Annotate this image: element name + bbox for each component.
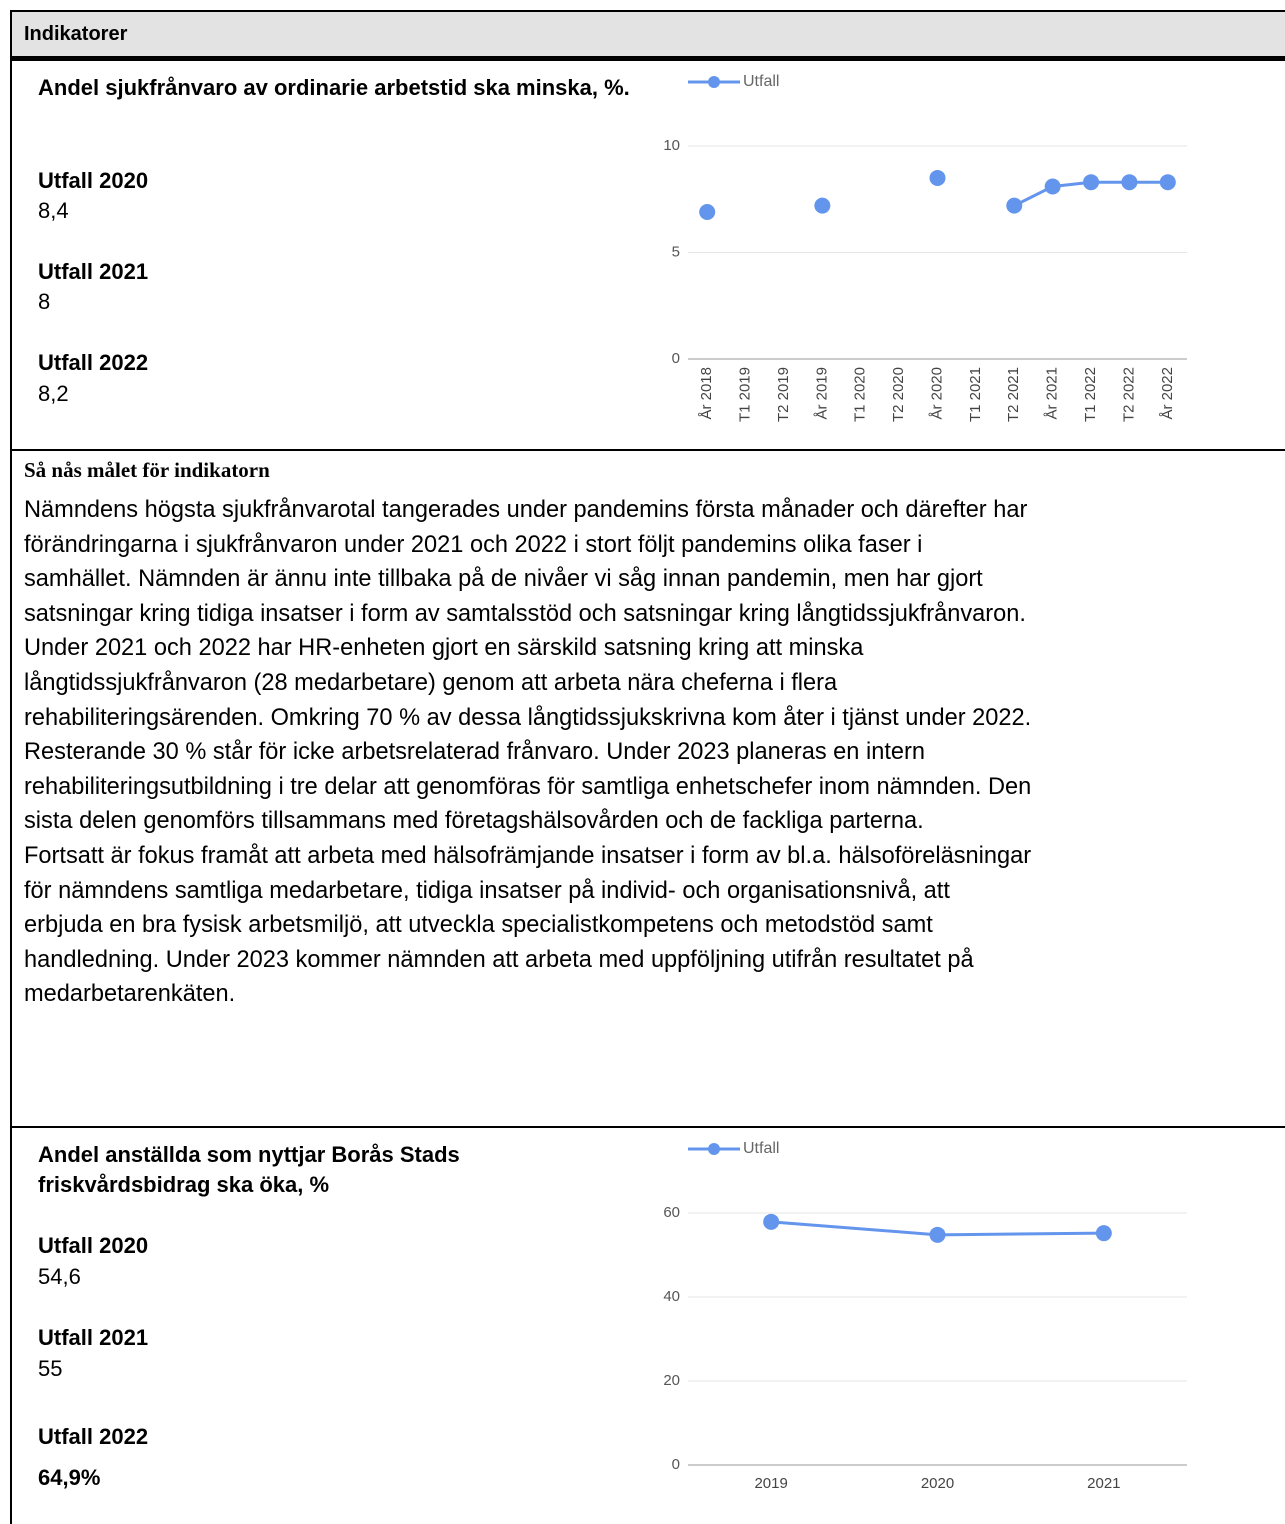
outcome-value: 8,4 [38, 198, 69, 223]
point [1006, 197, 1023, 214]
text-line: Fortsatt är fokus framåt att arbeta med … [24, 843, 1032, 869]
divider [12, 449, 1285, 451]
point [1083, 174, 1100, 191]
outcome-label: Utfall 2022 [38, 350, 149, 375]
x-tick-label: 2021 [1087, 1475, 1120, 1492]
point [1095, 1225, 1112, 1242]
outcome-label: Utfall 2021 [38, 1325, 149, 1350]
indicator-title: Andel sjukfrånvaro av ordinarie arbetsti… [38, 75, 630, 100]
point [929, 1226, 946, 1243]
header: Indikatorer [12, 12, 1285, 61]
x-tick-label: T1 2019 [737, 367, 754, 422]
outcome-value: 54,6 [38, 1264, 81, 1289]
x-tick-label: År 2018 [698, 367, 715, 420]
outcome-label: Utfall 2020 [38, 1233, 149, 1258]
x-tick-label: T2 2020 [890, 367, 907, 422]
outcome-value: 64,9% [38, 1465, 101, 1490]
legend-label: Utfall [743, 1140, 779, 1157]
text-line: för nämndens samtliga medarbetare, tidig… [24, 877, 950, 904]
x-tick-label: T1 2021 [967, 367, 984, 422]
point [1044, 178, 1061, 195]
x-tick-label: År 2021 [1044, 367, 1061, 420]
legend-dot [708, 1143, 720, 1155]
x-tick-label: 2019 [754, 1475, 787, 1492]
x-tick-label: År 2019 [813, 367, 830, 420]
text-line: Nämndens högsta sjukfrånvarotal tangerad… [24, 497, 1028, 523]
text-line: Resterande 30 % står för icke arbetsrela… [24, 739, 925, 766]
point [763, 1213, 780, 1230]
y-tick-label: 40 [663, 1288, 680, 1305]
text-line: medarbetarenkäten. [24, 981, 236, 1008]
point [1121, 174, 1138, 191]
text-line: sista delen genomförs tillsammans med fö… [24, 808, 924, 835]
divider [12, 1126, 1285, 1128]
text-line: erbjuda en bra fysisk arbetsmiljö, att u… [24, 912, 933, 939]
text-line: förändringarna i sjukfrånvaron under 202… [24, 531, 923, 558]
legend-dot [708, 76, 720, 88]
outcome-label: Utfall 2020 [38, 168, 149, 193]
explanation-heading: Så nås målet för indikatorn [24, 458, 270, 482]
x-tick-label: År 2022 [1159, 367, 1176, 420]
text-line: satsningar kring tidiga insatser i form … [24, 600, 1026, 627]
outcome-value: 55 [38, 1356, 63, 1381]
outcome-label: Utfall 2022 [38, 1424, 149, 1449]
y-tick-label: 60 [663, 1204, 680, 1221]
outcome-value: 8,2 [38, 381, 69, 406]
text-line: rehabiliteringsärenden. Omkring 70 % av … [24, 704, 1032, 731]
x-tick-label: T1 2022 [1082, 367, 1099, 422]
x-tick-label: T2 2019 [775, 367, 792, 422]
text-line: Under 2021 och 2022 har HR-enheten gjort… [24, 635, 864, 662]
y-tick-label: 20 [663, 1372, 680, 1389]
x-tick-label: T1 2020 [852, 367, 869, 422]
point [814, 197, 831, 214]
y-tick-label: 0 [672, 350, 680, 367]
x-tick-label: T2 2021 [1005, 367, 1022, 422]
text-line: samhället. Nämnden är ännu inte tillbaka… [24, 566, 983, 593]
legend-label: Utfall [743, 73, 779, 90]
point [1159, 174, 1176, 191]
outcome-label: Utfall 2021 [38, 259, 149, 284]
y-tick-label: 0 [672, 1456, 680, 1473]
frame [10, 10, 1285, 1524]
x-tick-label: År 2020 [928, 367, 945, 420]
text-line: rehabiliteringsutbildning i tre delar at… [24, 773, 1032, 800]
y-tick-label: 5 [672, 243, 680, 260]
y-tick-label: 10 [663, 137, 680, 154]
point [699, 204, 716, 221]
text-line: långtidssjukfrånvaron (28 medarbetare) g… [24, 670, 838, 696]
text-line: handledning. Under 2023 kommer nämnden a… [24, 946, 974, 973]
indicator-title: Andel anställda som nyttjar Borås Stads … [38, 1142, 460, 1197]
point [929, 169, 946, 186]
outcome-value: 8 [38, 289, 51, 314]
x-tick-label: 2020 [921, 1475, 954, 1492]
x-tick-label: T2 2022 [1120, 367, 1137, 422]
